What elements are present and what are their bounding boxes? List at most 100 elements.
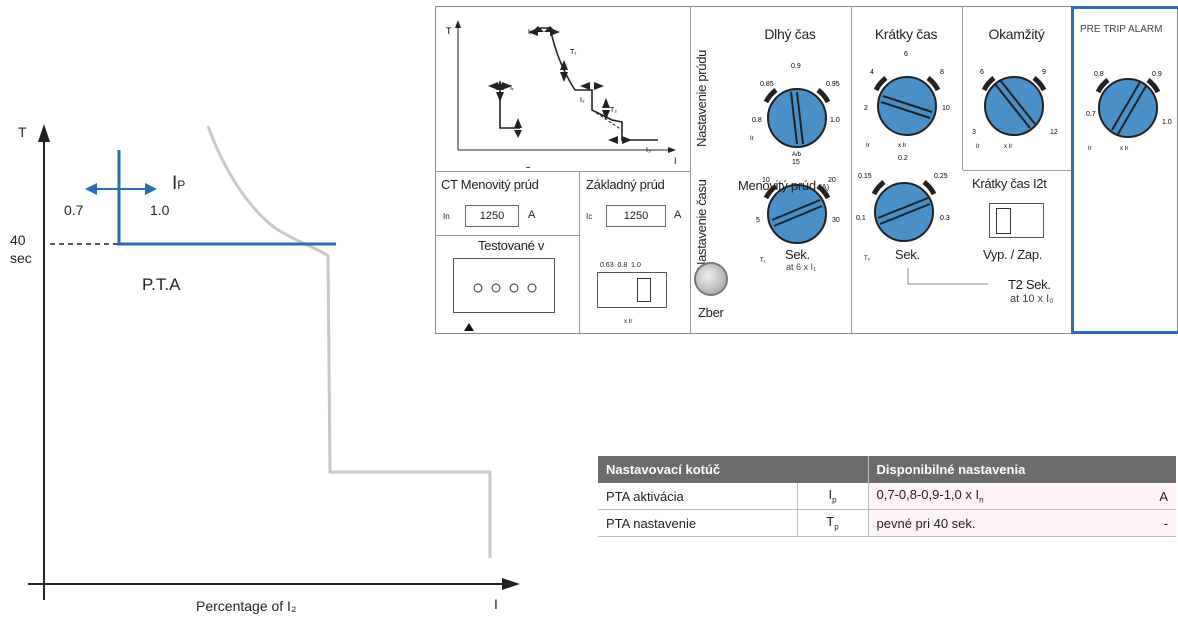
x-axis-title: Percentage of I₂ bbox=[196, 598, 297, 614]
row-unit: - bbox=[1136, 509, 1176, 537]
divider-3 bbox=[962, 6, 963, 170]
svg-text:x Ir: x Ir bbox=[1004, 144, 1012, 150]
setting-low-label: 0.7 bbox=[64, 202, 84, 218]
header-kratky-cas: Krátky čas bbox=[874, 26, 938, 42]
x-axis-label: I bbox=[494, 596, 498, 612]
label-kratky-i2t: Krátky čas I2t bbox=[972, 176, 1047, 191]
dial-pta[interactable]: 0.8 0.9 0.7 1.0 Ir x Ir bbox=[1086, 71, 1172, 152]
label-zak-amp: A bbox=[674, 209, 682, 221]
row-value: 0,7-0,8-0,9-1,0 x In bbox=[867, 483, 1136, 510]
table-header-right: Disponibilné nastavenia bbox=[867, 456, 1176, 483]
svg-text:T₁: T₁ bbox=[760, 258, 766, 264]
label-zber: Zber bbox=[698, 305, 724, 320]
dial-panel: 0.9 0.85 0.95 0.8 1.0 Ir A/b 6 4 8 2 10 … bbox=[750, 51, 1172, 285]
dial-short-time[interactable]: 0.2 0.15 0.25 0.1 0.3 T₂ bbox=[856, 155, 950, 262]
header-okamzity: Okamžitý bbox=[988, 26, 1045, 42]
dial-instant[interactable]: 6 9 3 12 Ir x Ir bbox=[972, 69, 1058, 150]
triangle-marker-icon bbox=[464, 323, 474, 331]
svg-text:T: T bbox=[446, 26, 452, 36]
row-value: pevné pri 40 sek. bbox=[867, 509, 1136, 537]
zak-switch-box bbox=[597, 272, 667, 308]
pta-step-line bbox=[117, 150, 336, 246]
label-ct-menovity: CT Menovitý prúd bbox=[441, 177, 539, 192]
ip-label: IP bbox=[172, 173, 186, 194]
row-name: PTA aktivácia bbox=[598, 483, 797, 510]
pta-region-label: P.T.A bbox=[142, 275, 181, 294]
trip-curve bbox=[206, 125, 492, 558]
dial-long-current[interactable]: 0.9 0.85 0.95 0.8 1.0 Ir A/b bbox=[750, 63, 840, 158]
svg-text:3: 3 bbox=[972, 129, 976, 136]
test-leds bbox=[473, 283, 537, 293]
svg-text:T₂: T₂ bbox=[864, 256, 871, 262]
divider-2 bbox=[851, 6, 852, 334]
test-indicator-box bbox=[453, 258, 555, 313]
svg-text:0.95: 0.95 bbox=[826, 81, 840, 88]
svg-text:0.1: 0.1 bbox=[856, 215, 866, 222]
label-ib: Ic bbox=[586, 212, 593, 221]
mini-curve: T I Iᵢ T₁ Iᵣ I₂ T₂ Tᵣ I₃ bbox=[446, 20, 677, 168]
svg-text:8: 8 bbox=[940, 69, 944, 76]
label-ct-amp: A bbox=[528, 209, 536, 221]
svg-text:I₂: I₂ bbox=[580, 97, 585, 104]
svg-text:30: 30 bbox=[832, 217, 840, 224]
svg-text:0.9: 0.9 bbox=[791, 63, 801, 70]
svg-text:1.0: 1.0 bbox=[830, 117, 840, 124]
reset-button[interactable] bbox=[694, 262, 728, 296]
table-header-left: Nastavovací kotúč bbox=[598, 456, 868, 483]
pta-section-frame bbox=[1071, 6, 1178, 334]
time-value: 40 bbox=[10, 232, 26, 248]
table-row: PTA aktivácia Ip 0,7-0,8-0,9-1,0 x In A bbox=[598, 483, 1176, 510]
label-in: In bbox=[443, 212, 450, 221]
divider-4 bbox=[963, 170, 1071, 171]
setting-high-label: 1.0 bbox=[150, 202, 170, 218]
svg-text:T₁: T₁ bbox=[570, 49, 577, 56]
svg-text:x Ir: x Ir bbox=[898, 143, 906, 149]
row-symbol: Ip bbox=[796, 483, 868, 510]
row-name: PTA nastavenie bbox=[598, 509, 797, 537]
svg-text:12: 12 bbox=[1050, 129, 1058, 136]
i2t-switch-toggle[interactable] bbox=[996, 208, 1011, 234]
svg-text:0.15: 0.15 bbox=[858, 173, 872, 180]
label-t2-sek: T2 Sek. bbox=[1008, 277, 1051, 292]
divider-5 bbox=[436, 171, 690, 172]
divider-6 bbox=[579, 171, 580, 334]
zak-switch-unit: x Ir bbox=[624, 319, 633, 325]
svg-text:10: 10 bbox=[942, 105, 950, 112]
table-header-row: Nastavovací kotúč Disponibilné nastaveni… bbox=[598, 456, 1176, 483]
svg-text:Iᵣ: Iᵣ bbox=[510, 85, 514, 92]
svg-text:Ir: Ir bbox=[750, 136, 754, 142]
zak-switch-toggle[interactable] bbox=[637, 278, 651, 302]
svg-text:1.0: 1.0 bbox=[1162, 119, 1172, 126]
svg-text:10: 10 bbox=[762, 177, 770, 184]
label-testovane: Testované v bbox=[478, 238, 545, 253]
svg-text:Tᵣ: Tᵣ bbox=[526, 167, 532, 168]
svg-text:20: 20 bbox=[828, 177, 836, 184]
row-symbol: Tp bbox=[796, 509, 868, 537]
label-vyp-zap: Vyp. / Zap. bbox=[983, 247, 1043, 262]
svg-text:0.85: 0.85 bbox=[760, 81, 774, 88]
dial-long-time[interactable]: 15 10 20 5 30 T₁ bbox=[756, 159, 840, 264]
y-axis-arrow bbox=[38, 124, 50, 142]
label-at10: at 10 x I₀ bbox=[1010, 293, 1054, 305]
svg-text:I₃: I₃ bbox=[646, 147, 651, 154]
svg-text:I: I bbox=[674, 156, 677, 166]
time-unit: sec bbox=[10, 250, 32, 266]
svg-text:T₂: T₂ bbox=[610, 107, 617, 114]
dial-short-current[interactable]: 6 4 8 2 10 Ir x Ir bbox=[864, 51, 950, 149]
arrow-left-head bbox=[85, 183, 97, 195]
svg-text:4: 4 bbox=[870, 69, 874, 76]
svg-text:Iᵢ: Iᵢ bbox=[528, 29, 531, 36]
svg-text:9: 9 bbox=[1042, 69, 1046, 76]
ct-value-box: 1250 bbox=[465, 205, 519, 227]
x-axis-arrow bbox=[502, 578, 520, 590]
svg-text:x Ir: x Ir bbox=[1120, 146, 1128, 152]
pta-curve-diagram bbox=[28, 124, 520, 600]
svg-text:6: 6 bbox=[980, 69, 984, 76]
svg-text:Ir: Ir bbox=[976, 144, 980, 150]
y-axis-label: T bbox=[18, 124, 27, 140]
settings-table: Nastavovací kotúč Disponibilné nastaveni… bbox=[598, 456, 1176, 537]
svg-text:Ir: Ir bbox=[1088, 146, 1092, 152]
header-dlhy-cas: Dlhý čas bbox=[764, 26, 816, 42]
table-row: PTA nastavenie Tp pevné pri 40 sek. - bbox=[598, 509, 1176, 537]
svg-text:0.3: 0.3 bbox=[940, 215, 950, 222]
